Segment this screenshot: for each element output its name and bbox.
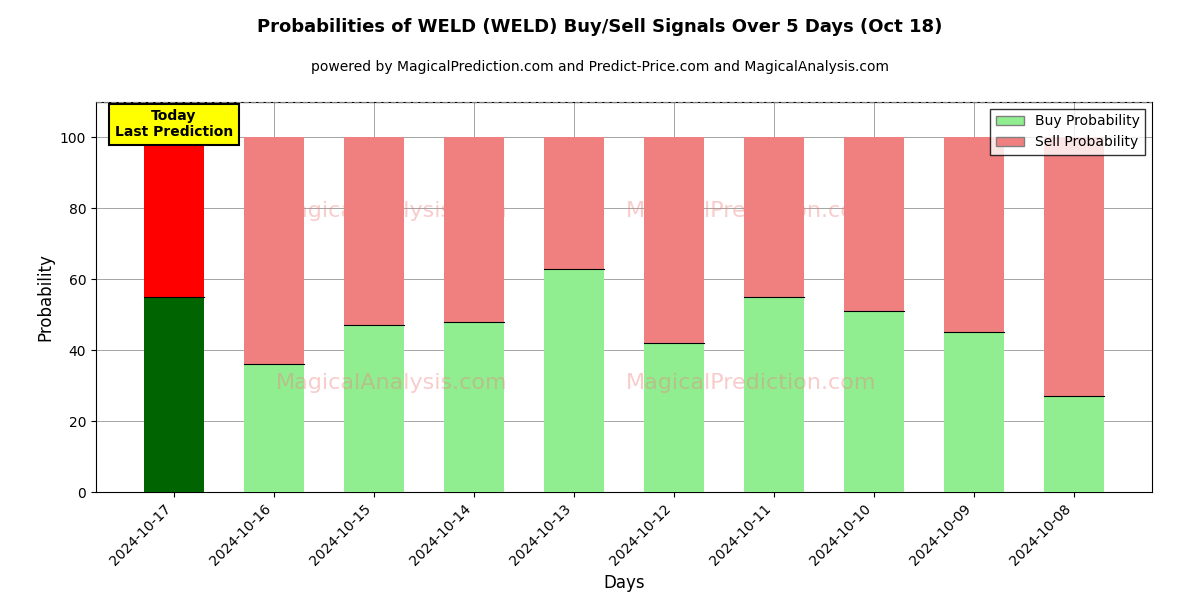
Text: MagicalPrediction.com: MagicalPrediction.com [625,201,876,221]
Bar [644,343,704,492]
Bar [944,137,1004,332]
Bar [444,137,504,322]
Bar [544,137,604,269]
Bar [144,137,204,297]
Text: MagicalAnalysis.com: MagicalAnalysis.com [276,373,508,393]
Bar [244,137,304,364]
Text: MagicalAnalysis.com: MagicalAnalysis.com [276,201,508,221]
Text: Probabilities of WELD (WELD) Buy/Sell Signals Over 5 Days (Oct 18): Probabilities of WELD (WELD) Buy/Sell Si… [257,18,943,36]
Bar [344,325,404,492]
Bar [444,322,504,492]
X-axis label: Days: Days [604,574,644,592]
Bar [744,137,804,297]
Bar [1044,396,1104,492]
Text: MagicalPrediction.com: MagicalPrediction.com [625,373,876,393]
Bar [244,364,304,492]
Bar [144,297,204,492]
Bar [944,332,1004,492]
Bar [544,269,604,492]
Bar [644,137,704,343]
Y-axis label: Probability: Probability [36,253,54,341]
Text: powered by MagicalPrediction.com and Predict-Price.com and MagicalAnalysis.com: powered by MagicalPrediction.com and Pre… [311,60,889,74]
Bar [844,137,904,311]
Bar [844,311,904,492]
Bar [1044,137,1104,396]
Bar [344,137,404,325]
Legend: Buy Probability, Sell Probability: Buy Probability, Sell Probability [990,109,1145,155]
Bar [744,297,804,492]
Text: Today
Last Prediction: Today Last Prediction [115,109,233,139]
